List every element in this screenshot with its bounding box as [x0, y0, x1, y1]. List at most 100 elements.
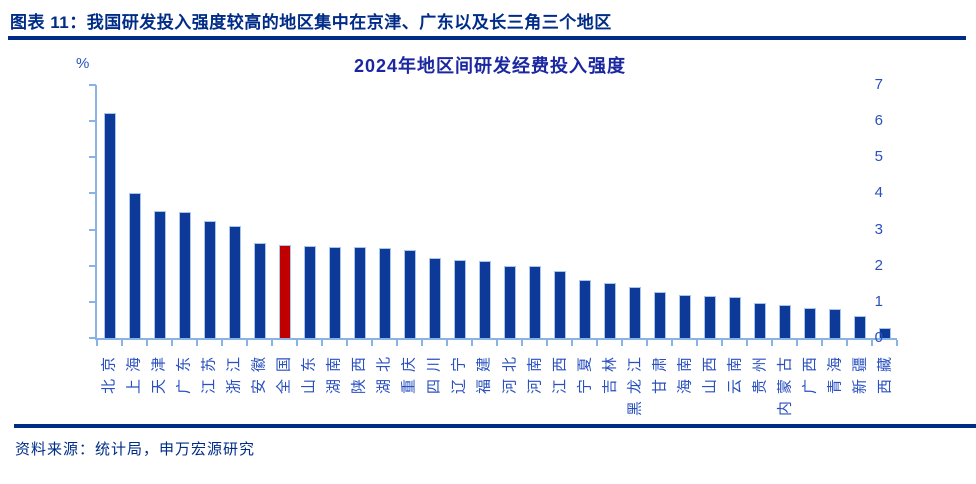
- x-tick: [846, 340, 848, 346]
- bar-西藏: [878, 327, 891, 338]
- bar-slot: [747, 85, 772, 338]
- x-label-slot: 广东: [170, 350, 195, 430]
- x-tick: [721, 340, 723, 346]
- x-tick-label: 黑龙江: [626, 350, 644, 417]
- x-tick: [596, 340, 598, 346]
- x-label-slot: 上海: [120, 350, 145, 430]
- bar-slot: [772, 85, 797, 338]
- x-tick-label: 陕西: [350, 350, 368, 395]
- bar-slot: [422, 85, 447, 338]
- x-tick-label: 湖北: [375, 350, 393, 395]
- bar-重庆: [403, 250, 416, 338]
- x-label-slot: 贵州: [747, 350, 772, 430]
- x-tick-label: 全国: [275, 350, 293, 395]
- bar-slot: [272, 85, 297, 338]
- x-label-slot: 江苏: [195, 350, 220, 430]
- bar-贵州: [753, 302, 766, 338]
- bar-slot: [472, 85, 497, 338]
- bar-江苏: [203, 220, 216, 338]
- y-tick-label: 5: [874, 148, 883, 166]
- x-tick-label: 浙江: [225, 350, 243, 395]
- y-tick-label: 1: [874, 292, 883, 310]
- x-tick-label: 甘肃: [651, 350, 669, 395]
- x-label-slot: 青海: [822, 350, 847, 430]
- x-label-slot: 内蒙古: [772, 350, 797, 430]
- x-tick: [446, 340, 448, 346]
- x-label-slot: 江西: [546, 350, 571, 430]
- x-label-slot: 四川: [421, 350, 446, 430]
- x-label-slot: 北京: [95, 350, 120, 430]
- x-tick-label: 天津: [150, 350, 168, 395]
- bar-天津: [153, 211, 166, 338]
- bar-slot: [597, 85, 622, 338]
- bar-山西: [703, 296, 716, 338]
- x-label-slot: 宁夏: [571, 350, 596, 430]
- bar-slot: [497, 85, 522, 338]
- x-label-slot: 吉林: [596, 350, 621, 430]
- y-tick-label: 7: [874, 76, 883, 93]
- bar-highlight-national: [278, 244, 291, 338]
- bar-河南: [528, 266, 541, 338]
- x-tick: [646, 340, 648, 346]
- bar-福建: [478, 261, 491, 338]
- x-tick-label: 广东: [175, 350, 193, 395]
- bar-slot: [397, 85, 422, 338]
- y-tick: [89, 192, 96, 195]
- bar-广西: [803, 308, 816, 338]
- x-label-slot: 山东: [296, 350, 321, 430]
- x-label-slot: 海南: [671, 350, 696, 430]
- y-tick: [89, 264, 96, 267]
- footer-rule: [14, 424, 976, 428]
- bar-slot: [147, 85, 172, 338]
- x-tick: [196, 340, 198, 346]
- plot-area: 0 1 2 3 4 5 6 7: [89, 76, 898, 346]
- x-tick-label: 广西: [801, 350, 819, 395]
- x-tick-label: 安徽: [250, 350, 268, 395]
- bar-内蒙古: [778, 304, 791, 338]
- x-tick: [496, 340, 498, 346]
- bar-slot: [797, 85, 822, 338]
- y-tick: [89, 337, 96, 339]
- bar-slot: [672, 85, 697, 338]
- y-tick-label: 3: [874, 220, 883, 238]
- x-label-slot: 云南: [722, 350, 747, 430]
- x-tick-label: 贵州: [751, 350, 769, 395]
- x-label-slot: 辽宁: [446, 350, 471, 430]
- bar-slot: [447, 85, 472, 338]
- y-tick-label: 0: [874, 329, 883, 346]
- x-tick: [346, 340, 348, 346]
- bar-slot: [172, 85, 197, 338]
- x-tick-label: 江西: [551, 350, 569, 395]
- bar-辽宁: [453, 259, 466, 338]
- bar-河北: [503, 265, 516, 338]
- x-tick: [671, 340, 673, 346]
- x-tick: [421, 340, 423, 346]
- x-label-slot: 湖南: [321, 350, 346, 430]
- bar-slot: [122, 85, 147, 338]
- bar-青海: [828, 309, 841, 338]
- bar-湖南: [328, 246, 341, 338]
- bar-新疆: [853, 316, 866, 338]
- bar-slot: [247, 85, 272, 338]
- bar-吉林: [603, 283, 616, 338]
- x-tick-label: 西藏: [876, 350, 894, 395]
- x-tick: [146, 340, 148, 346]
- bar-浙江: [228, 225, 241, 338]
- bar-slot: [847, 85, 872, 338]
- x-label-slot: 甘肃: [646, 350, 671, 430]
- x-tick: [396, 340, 398, 346]
- bar-slot: [372, 85, 397, 338]
- x-label-slot: 广西: [797, 350, 822, 430]
- x-tick-label: 吉林: [601, 350, 619, 395]
- x-tick: [696, 340, 698, 346]
- bar-slot: [222, 85, 247, 338]
- x-tick: [121, 340, 123, 346]
- bar-北京: [103, 113, 116, 338]
- y-tick: [89, 300, 96, 303]
- bar-陕西: [353, 247, 366, 338]
- x-tick-label: 新疆: [851, 350, 869, 395]
- bars-container: [97, 85, 897, 338]
- x-tick-label: 山东: [300, 350, 318, 395]
- header-rule: [8, 36, 966, 40]
